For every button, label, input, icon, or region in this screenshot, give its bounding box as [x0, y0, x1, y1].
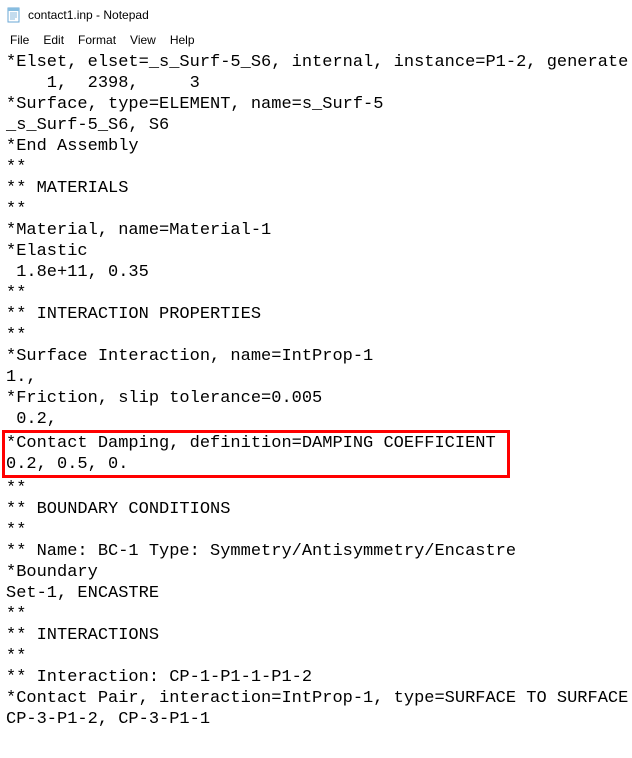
text-line: 0.2,	[6, 409, 626, 430]
text-line: **	[6, 646, 626, 667]
highlight-box: *Contact Damping, definition=DAMPING COE…	[2, 430, 510, 478]
text-line: ** Interaction: CP-1-P1-1-P1-2	[6, 667, 626, 688]
text-line: **	[6, 199, 626, 220]
menu-edit[interactable]: Edit	[37, 31, 70, 49]
text-line: **	[6, 478, 626, 499]
text-line: *Contact Pair, interaction=IntProp-1, ty…	[6, 688, 626, 709]
menu-view[interactable]: View	[124, 31, 162, 49]
text-line: *Surface Interaction, name=IntProp-1	[6, 346, 626, 367]
menu-file[interactable]: File	[4, 31, 35, 49]
window-title: contact1.inp - Notepad	[28, 8, 149, 22]
text-line: _s_Surf-5_S6, S6	[6, 115, 626, 136]
text-line: *Elset, elset=_s_Surf-5_S6, internal, in…	[6, 52, 626, 73]
text-line: **	[6, 604, 626, 625]
text-line: **	[6, 520, 626, 541]
text-line: *Surface, type=ELEMENT, name=s_Surf-5	[6, 94, 626, 115]
text-line: CP-3-P1-2, CP-3-P1-1	[6, 709, 626, 730]
text-line: *Elastic	[6, 241, 626, 262]
notepad-icon	[6, 7, 22, 23]
text-line: 1.,	[6, 367, 626, 388]
menu-format[interactable]: Format	[72, 31, 122, 49]
text-line: ** BOUNDARY CONDITIONS	[6, 499, 626, 520]
text-line: *Material, name=Material-1	[6, 220, 626, 241]
text-editor-content[interactable]: *Elset, elset=_s_Surf-5_S6, internal, in…	[0, 50, 632, 736]
text-line: ** INTERACTIONS	[6, 625, 626, 646]
text-line: **	[6, 157, 626, 178]
text-line: 0.2, 0.5, 0.	[6, 454, 507, 475]
menubar: File Edit Format View Help	[0, 30, 632, 50]
text-line: *End Assembly	[6, 136, 626, 157]
text-line: ** Name: BC-1 Type: Symmetry/Antisymmetr…	[6, 541, 626, 562]
text-line: *Boundary	[6, 562, 626, 583]
text-line: 1, 2398, 3	[6, 73, 626, 94]
text-line: **	[6, 283, 626, 304]
text-line: ** INTERACTION PROPERTIES	[6, 304, 626, 325]
menu-help[interactable]: Help	[164, 31, 201, 49]
text-line: *Friction, slip tolerance=0.005	[6, 388, 626, 409]
text-line: **	[6, 325, 626, 346]
text-line: *Contact Damping, definition=DAMPING COE…	[6, 433, 507, 454]
text-line: Set-1, ENCASTRE	[6, 583, 626, 604]
window-titlebar: contact1.inp - Notepad	[0, 0, 632, 30]
text-line: ** MATERIALS	[6, 178, 626, 199]
text-line: 1.8e+11, 0.35	[6, 262, 626, 283]
